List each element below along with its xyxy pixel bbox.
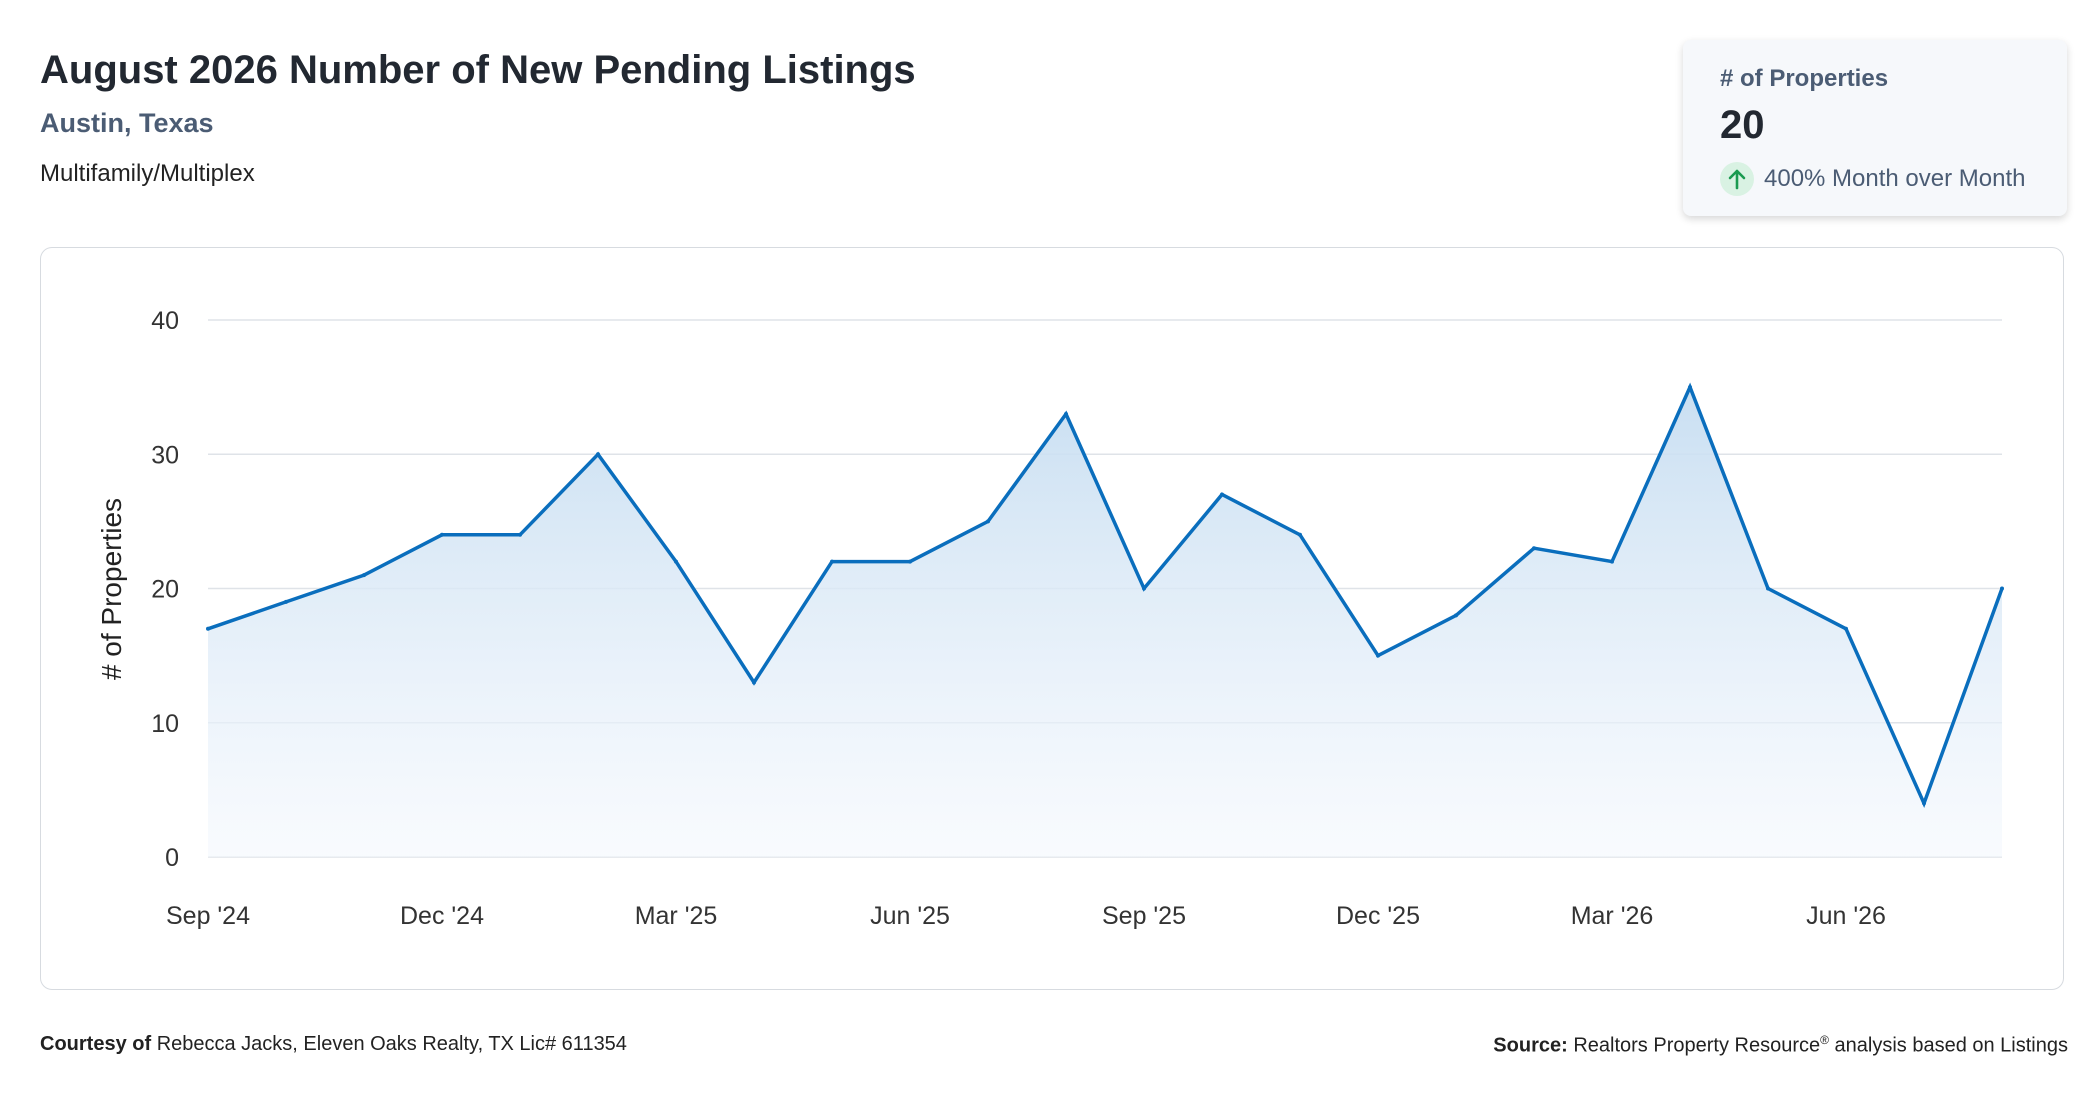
x-tick-label: Dec '25: [1336, 902, 1420, 930]
courtesy-text: Rebecca Jacks, Eleven Oaks Realty, TX Li…: [156, 1033, 627, 1055]
x-tick-label: Mar '25: [635, 902, 718, 930]
chart-card: 0 10 20 30 40 Sep '24 Dec '24 Mar '25 Jun '25 Se…: [40, 247, 2064, 990]
data-point-2025-01[interactable]: [518, 532, 522, 537]
data-point-2026-05[interactable]: [1766, 586, 1770, 591]
data-point-2025-02[interactable]: [596, 452, 600, 457]
property-type-label: Multifamily/Multiplex: [40, 160, 255, 187]
data-point-2026-01[interactable]: [1454, 613, 1458, 618]
y-tick-label: 20: [151, 576, 179, 604]
data-point-2026-07[interactable]: [1922, 801, 1926, 806]
data-point-2026-06[interactable]: [1844, 626, 1848, 631]
location-subtitle: Austin, Texas: [40, 108, 214, 138]
line-chart: 0 10 20 30 40 Sep '24 Dec '24 Mar '25 Jun '25 Se…: [96, 307, 2004, 930]
data-point-2025-09[interactable]: [1142, 586, 1146, 591]
data-point-2025-08[interactable]: [1064, 411, 1068, 416]
data-point-2025-03[interactable]: [674, 559, 678, 564]
data-point-2025-11[interactable]: [1298, 532, 1302, 537]
data-point-2025-12[interactable]: [1376, 653, 1380, 658]
kpi-label: # of Properties: [1720, 65, 1889, 92]
source-text-b: analysis based on Listings: [1834, 1034, 2068, 1057]
data-point-2024-12[interactable]: [440, 532, 444, 537]
kpi-card: # of Properties 20 400% Month over Month: [1683, 40, 2067, 216]
y-axis-title: # of Properties: [96, 498, 127, 680]
data-point-2025-04[interactable]: [752, 680, 756, 685]
source-text-a: Realtors Property Resource: [1573, 1034, 1821, 1057]
courtesy-label: Courtesy of: [40, 1033, 152, 1055]
data-point-2024-11[interactable]: [362, 573, 366, 578]
data-point-2025-06[interactable]: [908, 559, 912, 564]
x-tick-label: Jun '25: [870, 902, 950, 930]
data-point-2025-10[interactable]: [1220, 492, 1224, 497]
x-tick-label: Mar '26: [1571, 902, 1654, 930]
kpi-value: 20: [1720, 103, 1765, 147]
kpi-change: 400% Month over Month: [1720, 162, 2025, 196]
registered-mark: ®: [1820, 1033, 1829, 1047]
series-area: [208, 387, 2002, 857]
x-tick-label: Jun '26: [1806, 902, 1886, 930]
data-point-2026-03[interactable]: [1610, 559, 1614, 564]
data-point-2024-09[interactable]: [206, 626, 210, 631]
data-point-2026-02[interactable]: [1532, 546, 1536, 551]
kpi-change-text: 400% Month over Month: [1764, 165, 2026, 192]
data-point-2025-05[interactable]: [830, 559, 834, 564]
arrow-up-icon: [1720, 162, 1754, 196]
data-point-2025-07[interactable]: [986, 519, 990, 524]
page-title: August 2026 Number of New Pending Listin…: [40, 48, 916, 92]
data-point-2024-10[interactable]: [284, 599, 288, 604]
y-tick-label: 10: [151, 710, 179, 738]
y-tick-label: 40: [151, 307, 179, 335]
footer-source: Source: Realtors Property Resource® anal…: [1493, 1033, 2068, 1058]
y-tick-label: 30: [151, 441, 179, 469]
data-point-2026-08[interactable]: [2000, 586, 2004, 591]
x-tick-label: Sep '24: [166, 902, 250, 930]
footer-courtesy: Courtesy of Rebecca Jacks, Eleven Oaks R…: [40, 1033, 627, 1056]
y-tick-label: 0: [165, 844, 179, 872]
source-label: Source:: [1493, 1034, 1568, 1057]
x-tick-label: Dec '24: [400, 902, 484, 930]
data-point-2026-04[interactable]: [1688, 385, 1692, 390]
series-line: [207, 382, 2004, 808]
x-tick-label: Sep '25: [1102, 902, 1186, 930]
